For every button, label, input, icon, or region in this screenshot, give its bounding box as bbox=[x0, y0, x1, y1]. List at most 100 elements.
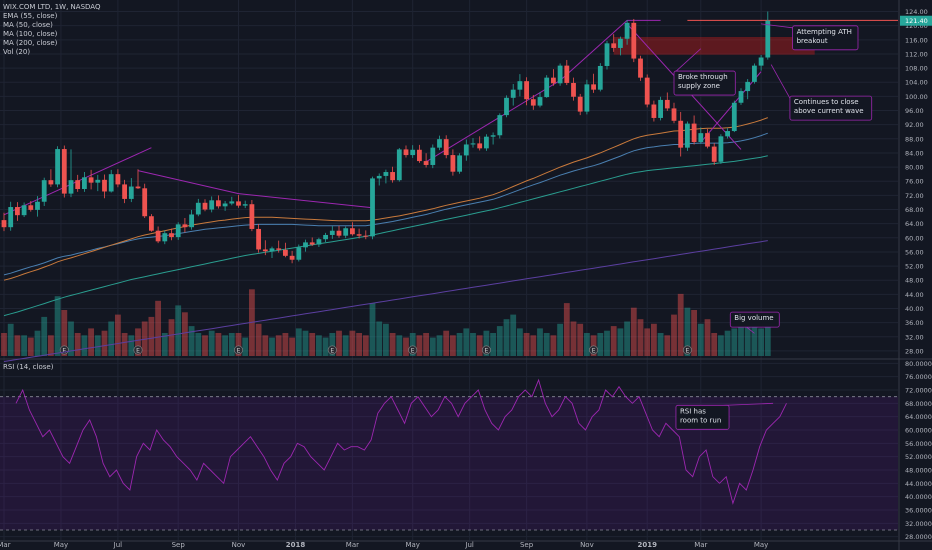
rsi-tick-label: 52.0000 bbox=[905, 453, 932, 461]
earnings-marker: E bbox=[481, 345, 491, 355]
earnings-circle bbox=[589, 345, 599, 355]
candle bbox=[705, 128, 710, 149]
volume-bar bbox=[41, 316, 48, 356]
volume-bar bbox=[141, 321, 148, 356]
candle bbox=[370, 176, 375, 240]
volume-bar bbox=[302, 330, 309, 356]
candle-body bbox=[316, 239, 322, 245]
candle bbox=[638, 55, 643, 81]
volume-bar bbox=[396, 335, 403, 356]
rsi-title[interactable]: RSI (14, close) bbox=[3, 363, 54, 371]
candle bbox=[510, 84, 516, 106]
volume-bar bbox=[557, 323, 563, 356]
legend-ma200[interactable]: MA (200, close) bbox=[3, 39, 58, 47]
candle bbox=[504, 95, 509, 118]
time-tick-label: Nov bbox=[580, 541, 594, 549]
volume-bar bbox=[121, 333, 128, 356]
candle-body bbox=[624, 22, 630, 39]
candle-body bbox=[269, 248, 275, 252]
callout-text: room to run bbox=[680, 416, 721, 424]
annotation-callout: Big volume bbox=[729, 311, 780, 334]
candle bbox=[470, 138, 476, 148]
earnings-marker: E bbox=[59, 345, 69, 355]
candle-body bbox=[571, 82, 576, 97]
legend-ma50[interactable]: MA (50, close) bbox=[3, 21, 53, 29]
price-tick-label: 56.00 bbox=[905, 248, 924, 256]
last-price-badge bbox=[900, 15, 932, 26]
legend-volume[interactable]: Vol (20) bbox=[3, 48, 31, 56]
candle bbox=[376, 173, 382, 186]
volume-bar bbox=[222, 335, 228, 356]
price-tick-label: 68.00 bbox=[905, 206, 924, 214]
candle-body bbox=[510, 89, 516, 98]
candle bbox=[463, 139, 469, 161]
rsi-band bbox=[0, 396, 898, 530]
candle bbox=[644, 74, 650, 108]
volume-bar bbox=[74, 333, 81, 356]
volume-bar bbox=[691, 310, 697, 356]
earnings-circle bbox=[133, 345, 143, 355]
candle bbox=[383, 169, 389, 184]
price-tick-label: 80.00 bbox=[905, 164, 924, 172]
candle bbox=[108, 169, 114, 193]
volume-bar bbox=[376, 321, 383, 356]
candle-body bbox=[738, 91, 744, 103]
candle bbox=[61, 145, 67, 198]
candle-body bbox=[236, 201, 241, 206]
volume-bar bbox=[108, 321, 115, 356]
candle bbox=[564, 59, 570, 86]
volume-bar bbox=[362, 335, 369, 356]
candle-body bbox=[430, 147, 436, 165]
candle-body bbox=[8, 207, 14, 228]
candle bbox=[544, 75, 550, 98]
volume-bar bbox=[383, 323, 389, 356]
candle-body bbox=[758, 57, 764, 66]
rsi-tick-label: 28.0000 bbox=[905, 533, 932, 541]
rsi-line bbox=[15, 378, 787, 505]
candle bbox=[316, 237, 322, 247]
volume-bar bbox=[235, 333, 242, 356]
candle-body bbox=[752, 65, 757, 82]
volume-bar bbox=[48, 335, 54, 356]
candle bbox=[175, 222, 181, 240]
candle-body bbox=[685, 123, 690, 148]
candle bbox=[88, 169, 94, 190]
volume-bar bbox=[34, 330, 41, 356]
candle-body bbox=[517, 81, 523, 90]
candle-body bbox=[356, 234, 362, 236]
time-tick-label: May bbox=[754, 541, 768, 549]
candle bbox=[28, 201, 34, 212]
candle bbox=[604, 40, 610, 70]
candle-body bbox=[115, 174, 121, 185]
price-tick-label: 48.00 bbox=[905, 277, 924, 285]
volume-bar bbox=[255, 323, 262, 356]
candle-body bbox=[584, 84, 590, 112]
chart-title: WIX.COM LTD, 1W, NASDAQ bbox=[3, 3, 101, 11]
candle bbox=[611, 34, 617, 52]
earnings-marker: E bbox=[682, 345, 692, 355]
price-tick-label: 28.00 bbox=[905, 347, 924, 355]
volume-bar bbox=[175, 305, 182, 356]
volume-bar bbox=[27, 337, 34, 356]
candle bbox=[155, 226, 161, 244]
legend-ma100[interactable]: MA (100, close) bbox=[3, 30, 58, 38]
candle bbox=[731, 100, 737, 133]
volume-bar bbox=[537, 328, 543, 356]
volume-bar bbox=[101, 330, 108, 356]
candle-body bbox=[41, 180, 47, 202]
candle-body bbox=[477, 143, 483, 149]
rsi-tick-label: 68.0000 bbox=[905, 400, 932, 408]
volume-bar bbox=[644, 328, 651, 356]
candle-body bbox=[597, 65, 603, 90]
legend-ema55[interactable]: EMA (55, close) bbox=[3, 12, 58, 20]
candle bbox=[363, 230, 369, 240]
volume-bar bbox=[135, 328, 141, 356]
time-tick-label: 2019 bbox=[637, 541, 657, 549]
volume-bar bbox=[1, 333, 7, 356]
volume-bar bbox=[309, 333, 316, 356]
volume-bar bbox=[570, 321, 577, 356]
volume-bar bbox=[604, 330, 610, 356]
candle bbox=[128, 178, 134, 203]
candle-body bbox=[15, 207, 20, 216]
